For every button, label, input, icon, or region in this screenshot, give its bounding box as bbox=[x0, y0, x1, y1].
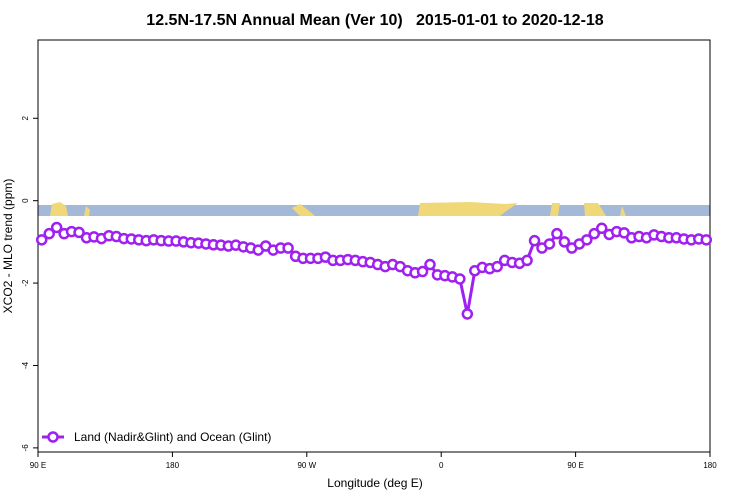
data-point bbox=[454, 273, 466, 285]
y-tick-label: -4 bbox=[21, 361, 30, 369]
data-point bbox=[588, 227, 601, 240]
data-point bbox=[73, 226, 85, 239]
data-point bbox=[491, 260, 503, 273]
data-point bbox=[521, 254, 533, 267]
legend-label: Land (Nadir&Glint) and Ocean (Glint) bbox=[74, 430, 271, 444]
data-point bbox=[416, 265, 429, 278]
data-point bbox=[551, 227, 563, 240]
data-point bbox=[581, 234, 593, 246]
data-point bbox=[35, 234, 48, 246]
legend-marker bbox=[47, 431, 59, 443]
data-point bbox=[528, 234, 541, 247]
y-tick-label: 0 bbox=[21, 198, 30, 203]
data-point bbox=[595, 222, 608, 235]
data-point bbox=[43, 227, 55, 240]
x-tick-label: 90 W bbox=[297, 461, 316, 470]
x-tick-label: 180 bbox=[703, 461, 717, 470]
data-point bbox=[543, 238, 556, 250]
data-point bbox=[424, 258, 436, 271]
x-axis-label: Longitude (deg E) bbox=[327, 476, 422, 490]
legend: Land (Nadir&Glint) and Ocean (Glint) bbox=[42, 430, 271, 444]
y-tick-label: -2 bbox=[21, 279, 30, 287]
data-point bbox=[461, 308, 474, 320]
x-tick-label: 90 E bbox=[567, 461, 583, 470]
x-tick-label: 90 E bbox=[30, 461, 46, 470]
plot-frame bbox=[37, 39, 711, 453]
map-strip bbox=[38, 202, 710, 216]
x-tick-label: 180 bbox=[166, 461, 180, 470]
data-point bbox=[700, 234, 713, 246]
data-point bbox=[618, 227, 630, 239]
data-point bbox=[50, 221, 63, 234]
chart-title: 12.5N-17.5N Annual Mean (Ver 10) 2015-01… bbox=[146, 12, 604, 29]
data-point bbox=[282, 242, 294, 254]
y-tick-label: 2 bbox=[21, 116, 30, 121]
data-point bbox=[558, 236, 571, 248]
x-tick-label: 0 bbox=[439, 461, 444, 470]
y-axis-label: XCO2 - MLO trend (ppm) bbox=[1, 179, 15, 314]
y-tick-label: -6 bbox=[21, 444, 30, 452]
